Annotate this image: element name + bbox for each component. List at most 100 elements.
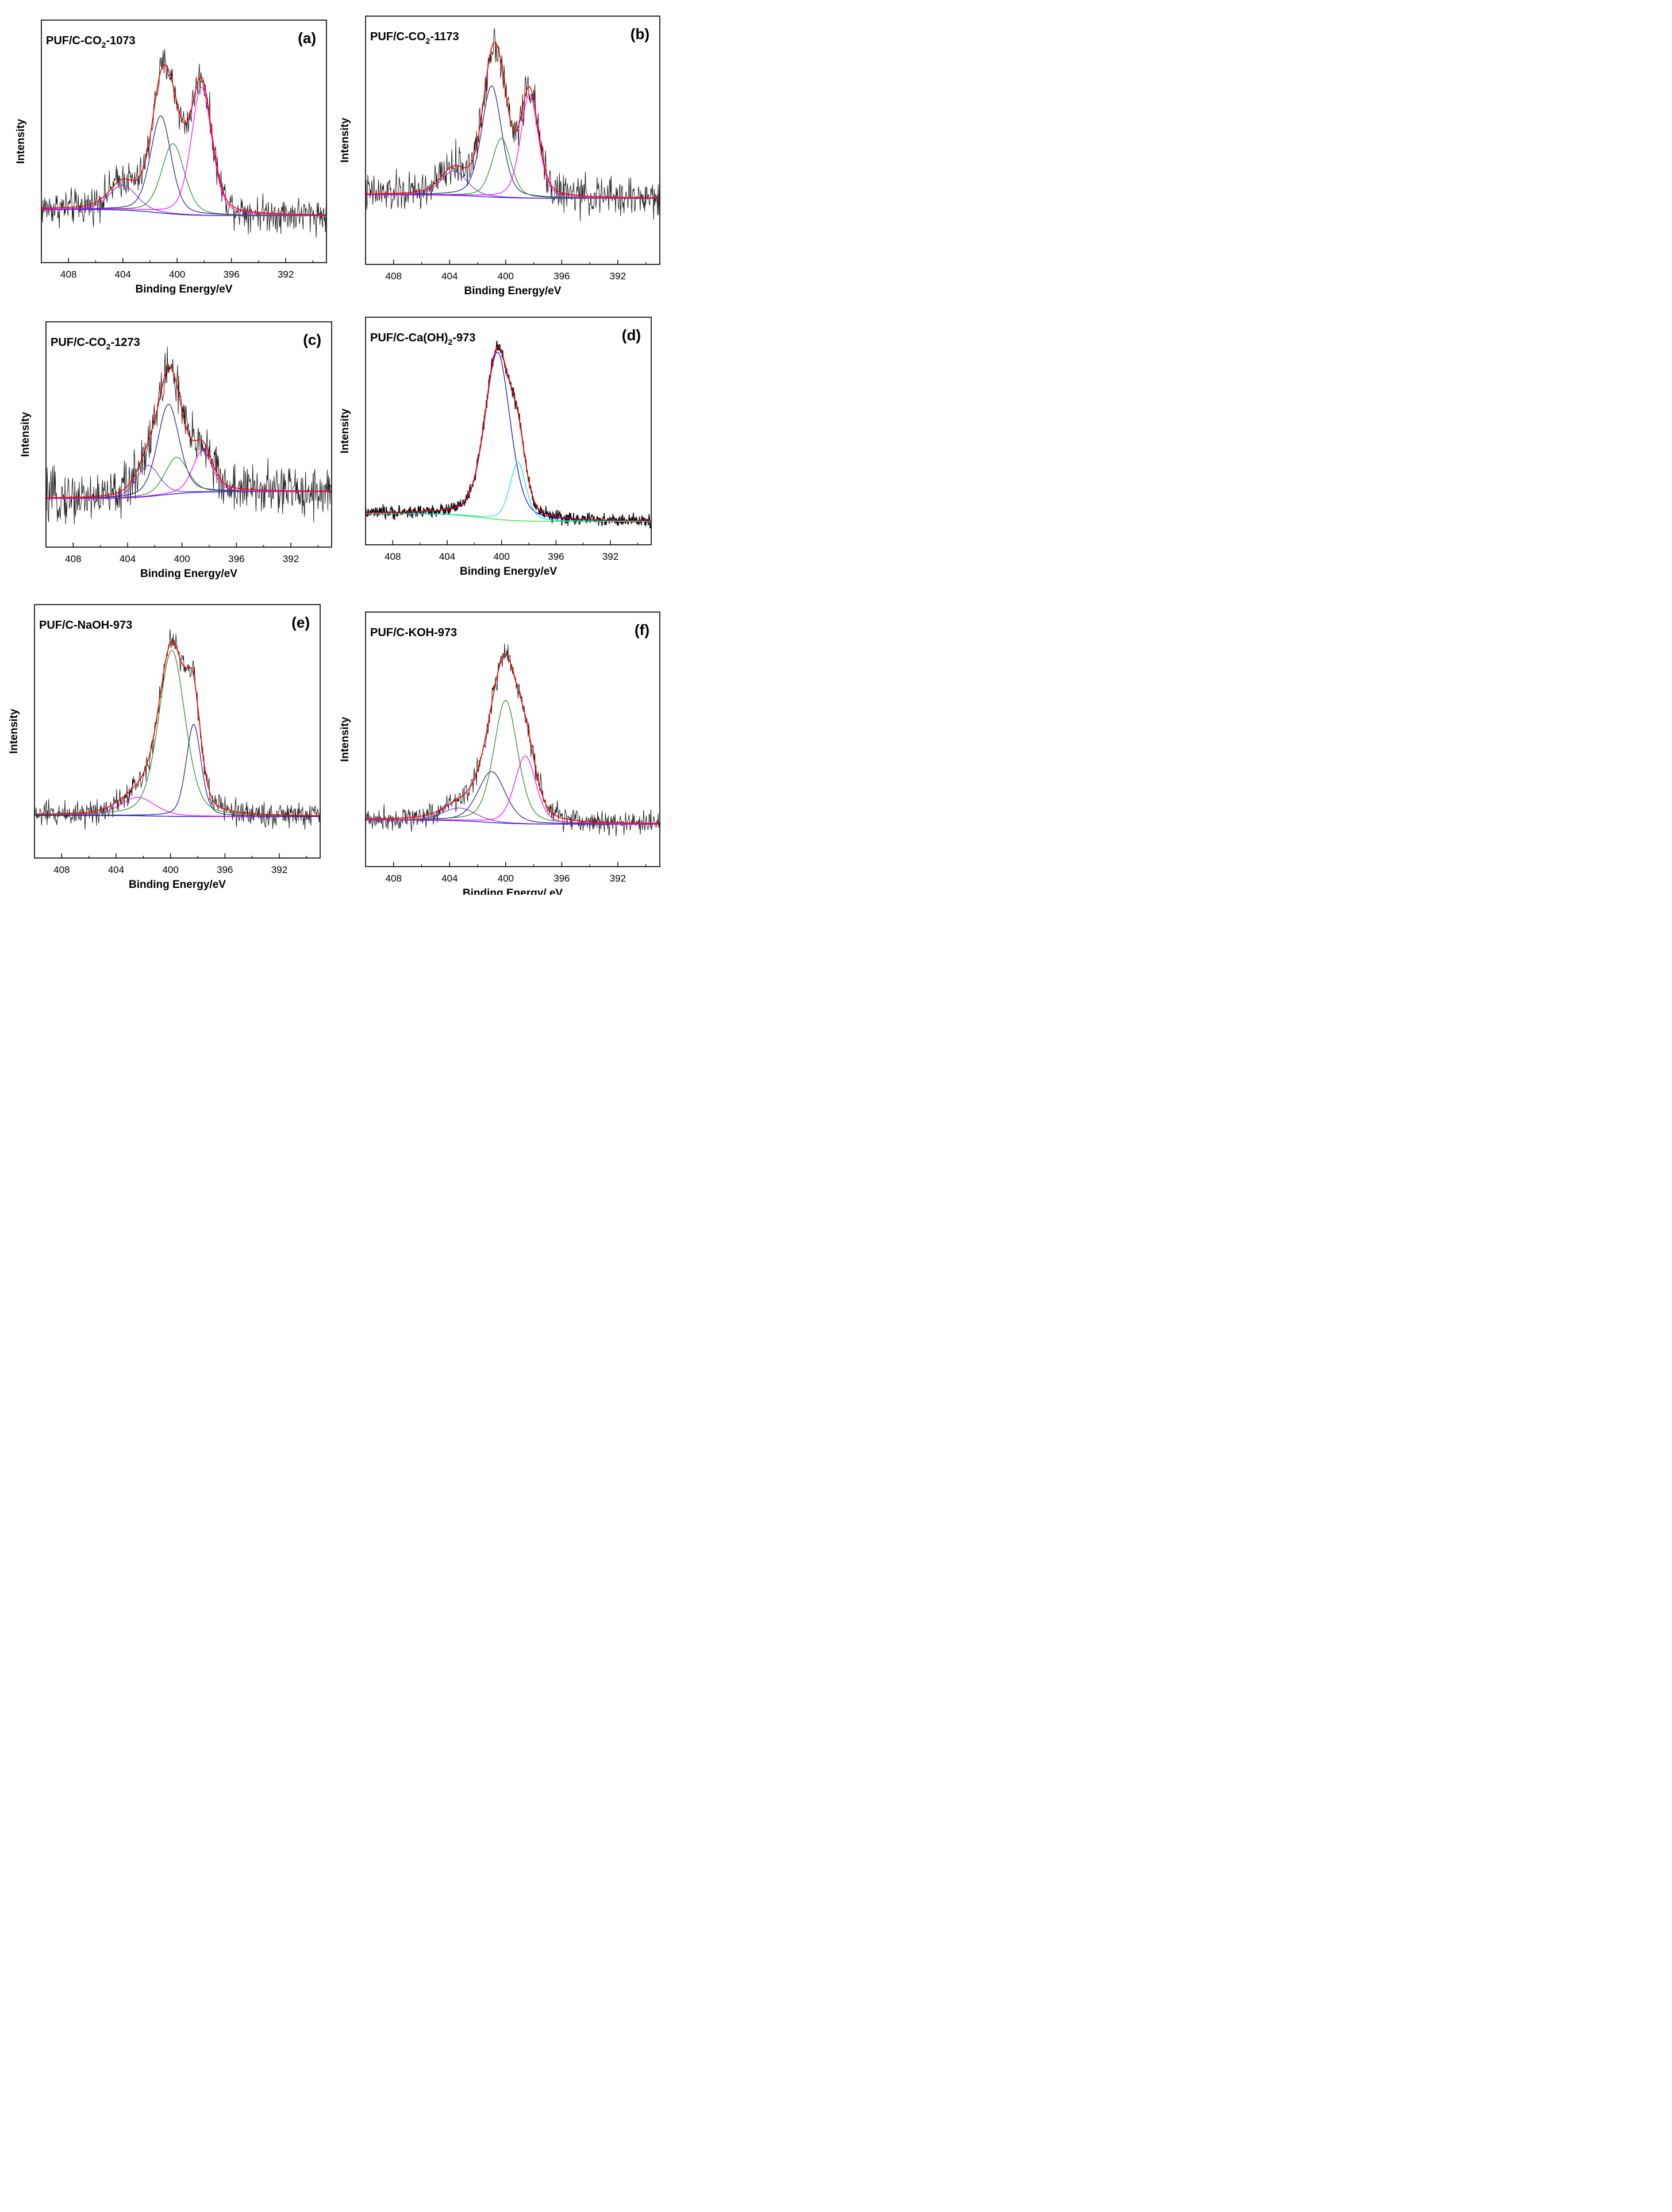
y-axis-label: Intensity — [15, 119, 27, 164]
plot-frame — [365, 611, 660, 867]
y-axis-label: Intensity — [8, 709, 20, 754]
x-axis-label: Binding Energy/eV — [129, 879, 226, 891]
sample-label-subscript: 2 — [448, 337, 453, 347]
sample-label-suffix: -1173 — [430, 30, 459, 43]
panel-letter: (d) — [622, 326, 641, 344]
panel-b: 408 404 400 396 392 Binding Energy/eV Intensit… — [339, 16, 660, 297]
sample-label: PUF/C-Ca(OH)2-973 — [370, 332, 475, 347]
x-tick-label: 392 — [602, 551, 618, 562]
envelope-fit-line — [34, 641, 320, 817]
y-axis-label: Intensity — [339, 118, 351, 163]
sample-label-prefix: PUF/C-CO — [51, 336, 106, 349]
x-tick-label: 396 — [554, 271, 570, 282]
plot-frame — [34, 604, 321, 859]
envelope-fit-line — [41, 64, 326, 216]
x-tick-label: 400 — [498, 873, 514, 884]
sample-label: PUF/C-CO2-1073 — [46, 34, 136, 49]
plot-frame — [41, 20, 327, 263]
x-axis-label: Binding Energy/eV — [140, 568, 237, 580]
panel-letter: (c) — [303, 331, 321, 348]
plot-area — [34, 629, 320, 830]
x-axis-label: Binding Energy/eV — [136, 283, 233, 295]
sample-label-subscript: 2 — [106, 342, 111, 351]
raw-spectrum-line — [34, 629, 320, 830]
x-axis-label: Binding Energy/ eV — [463, 887, 563, 895]
x-tick-label: 404 — [439, 551, 455, 562]
peak-fit-1-line — [366, 807, 660, 825]
x-tick-label: 392 — [283, 553, 299, 564]
x-tick-label: 396 — [554, 873, 570, 884]
x-tick-label: 392 — [610, 271, 626, 282]
sample-label: PUF/C-CO2-1273 — [51, 336, 140, 351]
plot-area — [366, 340, 651, 529]
peak-fit-4-line — [41, 86, 326, 216]
panel-c: 408 404 400 396 392 Binding Energy/eV Intensit… — [20, 321, 332, 580]
x-tick-label: 396 — [548, 551, 564, 562]
x-tick-label: 404 — [441, 271, 458, 282]
x-tick-label: 400 — [174, 553, 190, 564]
raw-spectrum-line — [366, 340, 651, 529]
envelope-fit-line — [366, 346, 651, 521]
x-tick-label: 392 — [271, 864, 287, 875]
x-tick-label: 404 — [120, 553, 136, 564]
sample-label-prefix: PUF/C-Ca(OH) — [370, 332, 448, 344]
peak-fit-3-line — [34, 724, 320, 817]
xps-figure: 408 404 400 396 392 Binding Energy/eV Intensit… — [8, 16, 660, 895]
panel-letter: (a) — [298, 29, 316, 47]
peak-fit-2-line — [41, 116, 326, 216]
x-tick-label: 396 — [217, 864, 233, 875]
sample-label-suffix: -973 — [452, 332, 475, 344]
plot-area — [366, 643, 660, 837]
x-tick-label: 396 — [223, 269, 239, 280]
x-tick-label: 396 — [228, 553, 244, 564]
sample-label-prefix: PUF/C-NaOH-973 — [39, 619, 132, 632]
sample-label: PUF/C-CO2-1173 — [370, 30, 459, 45]
x-tick-label: 404 — [115, 269, 131, 280]
raw-spectrum-line — [46, 346, 332, 525]
raw-spectrum-line — [366, 28, 660, 221]
x-tick-label: 404 — [441, 873, 458, 884]
plot-area — [366, 28, 660, 221]
sample-label-subscript: 2 — [102, 40, 106, 49]
panel-letter: (b) — [631, 25, 649, 43]
peak-fit-2-line — [366, 771, 660, 825]
x-tick-label: 408 — [65, 553, 81, 564]
panel-a: 408 404 400 396 392 Binding Energy/eV Intensit… — [15, 20, 327, 295]
sample-label-suffix: -1273 — [110, 336, 140, 349]
sample-label-prefix: PUF/C-KOH-973 — [370, 626, 457, 639]
panel-e: 408 404 400 396 392 Binding Energy/eV Intensit… — [8, 604, 321, 891]
y-axis-label: Intensity — [20, 412, 32, 457]
peak-fit-3-line — [366, 699, 660, 825]
peak-fit-4-line — [366, 755, 660, 825]
panel-f: 408 404 400 396 392 Binding Energy/ eV Intensi… — [339, 611, 660, 895]
sample-label: PUF/C-KOH-973 — [370, 626, 457, 639]
raw-spectrum-line — [366, 643, 660, 837]
x-tick-label: 408 — [386, 873, 402, 884]
plot-frame — [45, 321, 332, 548]
sample-label-subscript: 2 — [426, 36, 431, 45]
peak-fit-2-line — [366, 461, 651, 522]
x-tick-label: 400 — [493, 551, 509, 562]
x-tick-label: 408 — [53, 864, 70, 875]
sample-label-prefix: PUF/C-CO — [370, 30, 426, 43]
peak-fit-2-line — [46, 403, 332, 499]
panel-letter: (f) — [635, 621, 649, 638]
plot-frame — [365, 16, 660, 265]
x-tick-label: 404 — [108, 864, 124, 875]
x-axis-label: Binding Energy/eV — [460, 565, 557, 578]
plot-area — [41, 48, 326, 238]
x-tick-label: 408 — [60, 269, 76, 280]
x-tick-label: 392 — [278, 269, 294, 280]
x-tick-label: 408 — [385, 551, 401, 562]
peak-fit-4-line — [46, 450, 332, 499]
x-tick-label: 400 — [162, 864, 178, 875]
envelope-fit-line — [366, 653, 660, 824]
sample-label-suffix: -1073 — [106, 34, 135, 47]
panel-d: 408 404 400 396 392 Binding Energy/eV Intensit… — [339, 317, 652, 578]
plot-frame — [365, 317, 652, 545]
y-axis-label: Intensity — [339, 717, 351, 762]
peak-fit-2-line — [34, 650, 320, 817]
x-tick-label: 400 — [498, 271, 514, 282]
y-axis-label: Intensity — [339, 409, 351, 454]
x-tick-label: 400 — [169, 269, 185, 280]
